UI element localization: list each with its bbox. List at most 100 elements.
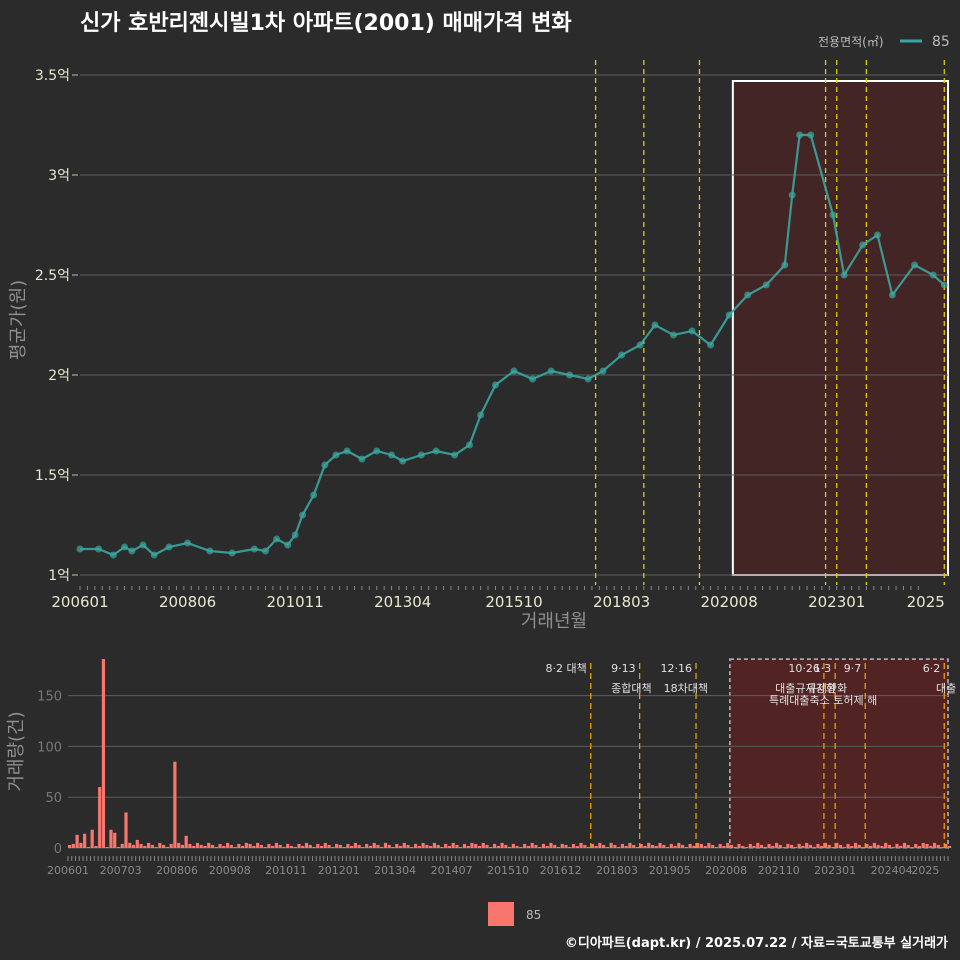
data-point [510,367,518,375]
volume-bar [545,845,549,848]
data-point [165,543,173,551]
volume-bar [812,846,816,848]
volume-bar [286,843,290,848]
data-point [566,371,574,379]
data-point [109,551,117,559]
volume-bar [376,844,380,848]
volume-bar [816,843,820,848]
volume-bar [263,846,267,848]
volume-bar [519,846,523,848]
volume-bar [598,842,602,848]
volume-bar [869,845,873,848]
data-point [707,341,715,349]
volume-bar [778,844,782,848]
volume-bar [413,843,418,848]
data-point [762,281,770,289]
volume-bar [632,844,636,848]
y-tick-label: 3.5억 [35,68,70,84]
data-point [744,291,752,299]
x-axis-title: 거래년월 [521,611,587,632]
volume-x-tick: 200601 [47,864,89,877]
data-point [618,351,626,359]
data-point [840,271,848,279]
volume-bar [590,843,594,848]
volume-bar [932,842,937,848]
data-point [332,451,340,459]
volume-bar [101,659,106,848]
volume-bar [143,845,147,848]
volume-bar [564,844,568,848]
volume-bar [429,845,433,848]
y-tick-label: 1.5억 [35,468,70,484]
policy-date-label: 12·16 [661,662,693,675]
volume-bar [696,842,700,848]
volume-bar [71,843,75,848]
volume-bar [669,843,673,848]
volume-bar [353,842,358,848]
data-point [477,411,485,419]
volume-x-tick: 202404 [871,864,913,877]
volume-bar [94,845,98,848]
volume-bar [259,844,263,848]
volume-bar [808,844,813,848]
volume-bar [579,842,583,848]
volume-bar [252,845,256,848]
volume-bar [244,842,248,848]
volume-bar [240,845,245,848]
volume-bar [338,844,342,848]
volume-bar [180,844,185,848]
volume-bar [278,844,282,848]
volume-bar [120,843,124,848]
data-point [273,535,281,543]
volume-bar [620,843,625,848]
data-point [829,211,837,219]
volume-bar [177,842,181,848]
volume-bar [929,845,933,848]
volume-bar [218,843,222,848]
data-point [121,543,129,551]
data-point [373,447,381,455]
x-tick-label: 201011 [267,593,324,611]
data-point [859,241,867,249]
volume-bar [872,842,876,848]
volume-y-tick: 100 [37,740,62,755]
volume-bar [876,844,880,848]
y-axis-title: 평균가(원) [8,280,29,360]
volume-bar [444,843,448,848]
volume-bar [910,846,914,848]
volume-bar [831,846,835,848]
volume-bar [496,845,500,848]
volume-bar [451,842,455,848]
data-point [284,541,292,549]
data-point [291,531,299,539]
volume-bar [617,846,621,848]
data-point [417,451,425,459]
volume-highlight-box [729,658,949,849]
highlight-box [731,80,949,576]
volume-panel: 0 50 100 150 거래량(건) 200601 200703 200806 200908 2… [6,658,956,877]
volume-bar [703,845,707,848]
volume-bar [380,846,384,848]
data-point [491,381,499,389]
volume-bar [297,843,301,848]
data-point [432,447,440,455]
volume-bar [203,845,207,848]
volume-bar [436,844,440,848]
x-tick-label: 201510 [485,593,542,611]
y-tick-label: 2.5억 [35,268,70,284]
volume-bar [906,844,910,848]
y-tick-label: 2억 [48,368,70,384]
volume-bar [173,761,177,848]
data-point [228,549,236,557]
volume-bar [609,842,613,848]
volume-bar [492,843,497,848]
volume-bar [207,842,211,848]
volume-bar [665,846,670,848]
volume-bar [116,846,121,848]
volume-bar [470,842,474,848]
volume-bar [225,842,230,848]
legend-label-85: 85 [932,34,950,50]
volume-bar [729,844,734,848]
volume-bar [327,844,331,848]
volume-bar [391,846,395,848]
